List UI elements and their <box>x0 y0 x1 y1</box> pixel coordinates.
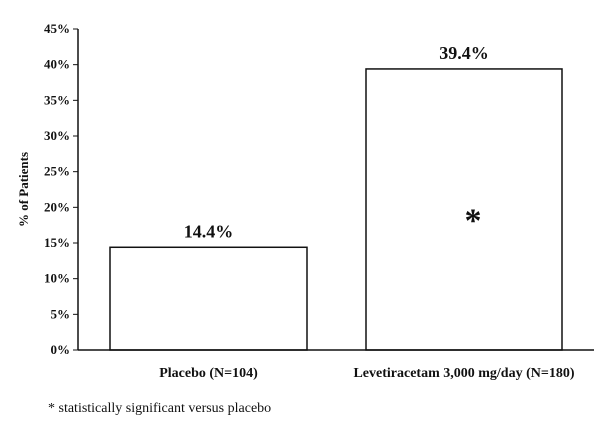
y-tick-label: 5% <box>51 306 71 321</box>
significance-marker: * <box>465 202 482 239</box>
y-axis-ticks: 0% 5% 10% 15% 20% 25% 30% 35% 40% 45% <box>44 21 78 357</box>
y-axis-title: % of Patients <box>16 152 31 227</box>
y-tick-label: 45% <box>44 21 70 36</box>
bar-value-label: 39.4% <box>439 43 489 63</box>
bar <box>109 246 308 351</box>
y-axis-title-group: % of Patients <box>16 152 31 227</box>
bar <box>365 68 563 351</box>
bars: 14.4% 39.4% * <box>109 43 563 351</box>
x-category-label: Levetiracetam 3,000 mg/day (N=180) <box>353 366 574 381</box>
y-tick-label: 30% <box>44 128 70 143</box>
y-tick-label: 10% <box>44 271 70 286</box>
y-tick-label: 40% <box>44 57 70 72</box>
y-tick-label: 15% <box>44 235 70 250</box>
category-labels: Placebo (N=104) Levetiracetam 3,000 mg/da… <box>159 366 575 381</box>
y-tick-label: 20% <box>44 199 70 214</box>
axes <box>77 29 594 351</box>
y-tick-label: 0% <box>51 342 71 357</box>
x-category-label: Placebo (N=104) <box>159 366 258 381</box>
bar-value-label: 14.4% <box>184 221 234 241</box>
footnote: * statistically significant versus place… <box>48 401 272 416</box>
y-tick-label: 25% <box>44 164 70 179</box>
y-tick-label: 35% <box>44 92 70 107</box>
